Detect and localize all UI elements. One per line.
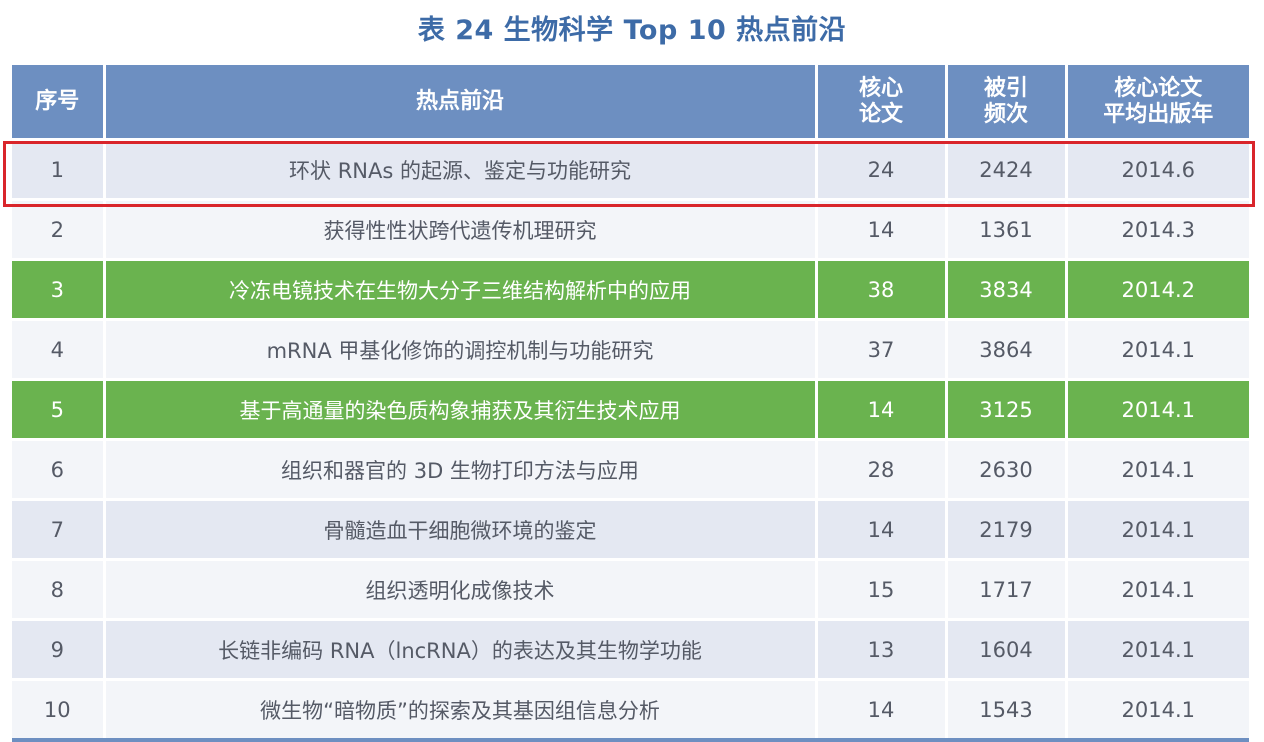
row-citations: 1543 <box>944 678 1066 742</box>
header-citations: 被引 频次 <box>944 65 1066 140</box>
row-year: 2014.1 <box>1064 498 1249 560</box>
row-rank: 1 <box>12 138 104 200</box>
row-citations: 3864 <box>944 318 1066 380</box>
row-rank: 8 <box>12 558 104 620</box>
row-rank: 10 <box>12 678 104 742</box>
row-year: 2014.1 <box>1064 678 1249 742</box>
row-topic: 基于高通量的染色质构象捕获及其衍生技术应用 <box>102 378 816 440</box>
row-papers: 14 <box>814 378 946 440</box>
header-core-papers: 核心 论文 <box>814 65 946 140</box>
table-row: 10 微生物“暗物质”的探索及其基因组信息分析 14 1543 2014.1 <box>12 678 1249 742</box>
row-papers: 13 <box>814 618 946 680</box>
header-core-papers-line1: 核心 <box>858 75 903 101</box>
row-topic: 环状 RNAs 的起源、鉴定与功能研究 <box>102 138 816 200</box>
row-year: 2014.1 <box>1064 558 1249 620</box>
table-header-row: 序号 热点前沿 核心 论文 被引 频次 核心论文 平均出版年 <box>12 65 1249 140</box>
row-year: 2014.1 <box>1064 378 1249 440</box>
row-citations: 2630 <box>944 438 1066 500</box>
row-topic: 组织透明化成像技术 <box>102 558 816 620</box>
table-title: 表 24 生物科学 Top 10 热点前沿 <box>417 15 847 46</box>
table-row: 6 组织和器官的 3D 生物打印方法与应用 28 2630 2014.1 <box>12 438 1249 500</box>
table-row: 1 环状 RNAs 的起源、鉴定与功能研究 24 2424 2014.6 <box>12 138 1249 200</box>
row-papers: 15 <box>814 558 946 620</box>
row-rank: 5 <box>12 378 104 440</box>
header-avg-year-line2: 平均出版年 <box>1103 101 1214 127</box>
row-topic: 获得性性状跨代遗传机理研究 <box>102 198 816 260</box>
row-citations: 2179 <box>944 498 1066 560</box>
row-year: 2014.2 <box>1064 258 1249 320</box>
header-avg-year-line1: 核心论文 <box>1114 75 1203 101</box>
row-papers: 28 <box>814 438 946 500</box>
table-row: 2 获得性性状跨代遗传机理研究 14 1361 2014.3 <box>12 198 1249 260</box>
row-citations: 1717 <box>944 558 1066 620</box>
row-topic: 微生物“暗物质”的探索及其基因组信息分析 <box>102 678 816 742</box>
table-row: 8 组织透明化成像技术 15 1717 2014.1 <box>12 558 1249 620</box>
row-papers: 14 <box>814 198 946 260</box>
table-row: 4 mRNA 甲基化修饰的调控机制与功能研究 37 3864 2014.1 <box>12 318 1249 380</box>
row-rank: 9 <box>12 618 104 680</box>
row-year: 2014.6 <box>1064 138 1249 200</box>
row-papers: 37 <box>814 318 946 380</box>
row-papers: 14 <box>814 678 946 742</box>
row-citations: 2424 <box>944 138 1066 200</box>
row-year: 2014.1 <box>1064 318 1249 380</box>
row-rank: 6 <box>12 438 104 500</box>
table-row: 9 长链非编码 RNA（lncRNA）的表达及其生物学功能 13 1604 20… <box>12 618 1249 680</box>
row-topic: 骨髓造血干细胞微环境的鉴定 <box>102 498 816 560</box>
row-citations: 3834 <box>944 258 1066 320</box>
row-papers: 24 <box>814 138 946 200</box>
row-citations: 1361 <box>944 198 1066 260</box>
row-topic: 组织和器官的 3D 生物打印方法与应用 <box>102 438 816 500</box>
row-year: 2014.1 <box>1064 618 1249 680</box>
table-row-highlighted: 5 基于高通量的染色质构象捕获及其衍生技术应用 14 3125 2014.1 <box>12 378 1249 440</box>
row-citations: 1604 <box>944 618 1066 680</box>
table-row: 7 骨髓造血干细胞微环境的鉴定 14 2179 2014.1 <box>12 498 1249 560</box>
header-citations-line1: 被引 <box>983 75 1028 101</box>
header-topic: 热点前沿 <box>102 65 816 140</box>
header-topic-label: 热点前沿 <box>415 88 504 114</box>
header-rank: 序号 <box>12 65 104 140</box>
header-avg-year: 核心论文 平均出版年 <box>1064 65 1249 140</box>
header-core-papers-line2: 论文 <box>858 101 903 127</box>
row-year: 2014.1 <box>1064 438 1249 500</box>
table-row-highlighted: 3 冷冻电镜技术在生物大分子三维结构解析中的应用 38 3834 2014.2 <box>12 258 1249 320</box>
header-rank-label: 序号 <box>35 88 80 114</box>
row-rank: 7 <box>12 498 104 560</box>
row-rank: 2 <box>12 198 104 260</box>
row-rank: 4 <box>12 318 104 380</box>
row-rank: 3 <box>12 258 104 320</box>
row-topic: 长链非编码 RNA（lncRNA）的表达及其生物学功能 <box>102 618 816 680</box>
header-citations-line2: 频次 <box>983 101 1028 127</box>
row-topic: 冷冻电镜技术在生物大分子三维结构解析中的应用 <box>102 258 816 320</box>
row-papers: 14 <box>814 498 946 560</box>
row-topic: mRNA 甲基化修饰的调控机制与功能研究 <box>102 318 816 380</box>
row-year: 2014.3 <box>1064 198 1249 260</box>
row-papers: 38 <box>814 258 946 320</box>
hotspot-table: 序号 热点前沿 核心 论文 被引 频次 核心论文 平均出版年 1 环状 RNAs 的起… <box>12 65 1249 742</box>
row-citations: 3125 <box>944 378 1066 440</box>
